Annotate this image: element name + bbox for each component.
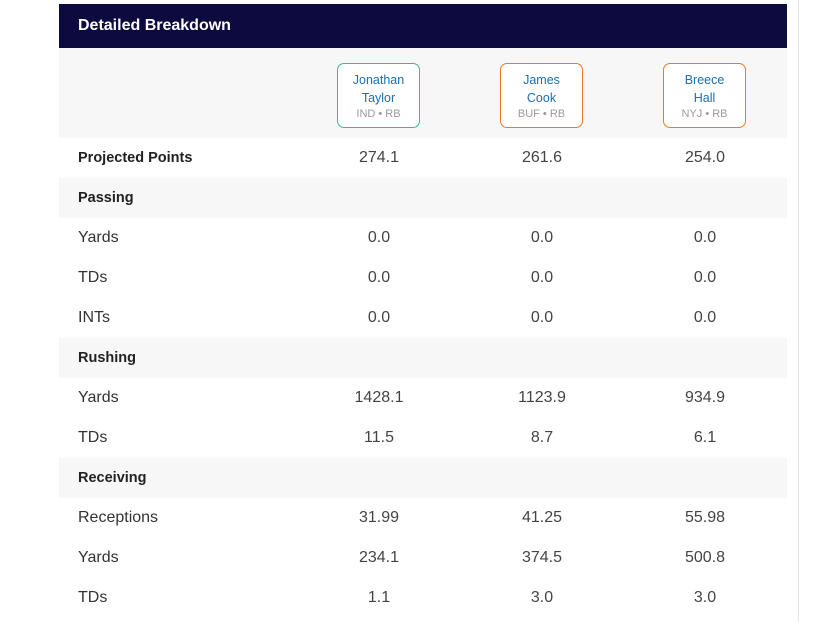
player-name: Breece Hall bbox=[684, 73, 725, 105]
row-label: Yards bbox=[78, 549, 119, 566]
row-label: Receptions bbox=[78, 509, 159, 526]
value-jonathan-taylor: 1428.1 bbox=[354, 389, 404, 406]
player-card-jonathan-taylor[interactable]: Jonathan Taylor IND • RB bbox=[337, 63, 420, 128]
receiving-yards-row: Yards 234.1 374.5 500.8 bbox=[59, 538, 787, 578]
section-label: Passing bbox=[78, 190, 134, 206]
page-divider bbox=[798, 0, 799, 622]
detailed-breakdown-card: Detailed Breakdown Jonathan Taylor IND •… bbox=[59, 4, 787, 644]
receiving-tds-row: TDs 1.1 3.0 3.0 bbox=[59, 578, 787, 618]
row-label: TDs bbox=[78, 269, 108, 286]
value-james-cook: 8.7 bbox=[530, 429, 554, 446]
value-breece-hall: 254.0 bbox=[684, 149, 726, 166]
receptions-row: Receptions 31.99 41.25 55.98 bbox=[59, 498, 787, 538]
rushing-section-header: Rushing bbox=[59, 338, 787, 378]
value-breece-hall: 0.0 bbox=[693, 229, 717, 246]
value-james-cook: 41.25 bbox=[521, 509, 563, 526]
player-team: BUF • RB bbox=[517, 108, 566, 120]
breakdown-header: Detailed Breakdown bbox=[59, 4, 787, 48]
value-breece-hall: 3.0 bbox=[693, 589, 717, 606]
section-label: Rushing bbox=[78, 350, 136, 366]
player-team: IND • RB bbox=[356, 108, 401, 120]
player-card-breece-hall[interactable]: Breece Hall NYJ • RB bbox=[663, 63, 746, 128]
rushing-yards-row: Yards 1428.1 1123.9 934.9 bbox=[59, 378, 787, 418]
row-label: Projected Points bbox=[78, 150, 193, 166]
value-breece-hall: 6.1 bbox=[693, 429, 717, 446]
passing-tds-row: TDs 0.0 0.0 0.0 bbox=[59, 258, 787, 298]
value-breece-hall: 500.8 bbox=[684, 549, 726, 566]
player-header-row: Jonathan Taylor IND • RB James Cook BUF … bbox=[59, 48, 787, 138]
row-label: Yards bbox=[78, 389, 119, 406]
breakdown-title: Detailed Breakdown bbox=[78, 17, 231, 34]
rushing-tds-row: TDs 11.5 8.7 6.1 bbox=[59, 418, 787, 458]
value-james-cook: 0.0 bbox=[530, 309, 554, 326]
value-jonathan-taylor: 234.1 bbox=[358, 549, 400, 566]
passing-yards-row: Yards 0.0 0.0 0.0 bbox=[59, 218, 787, 258]
value-breece-hall: 0.0 bbox=[693, 269, 717, 286]
value-jonathan-taylor: 31.99 bbox=[358, 509, 400, 526]
passing-section-header: Passing bbox=[59, 178, 787, 218]
player-team: NYJ • RB bbox=[681, 108, 728, 120]
value-jonathan-taylor: 1.1 bbox=[367, 589, 391, 606]
value-james-cook: 0.0 bbox=[530, 229, 554, 246]
player-name: James Cook bbox=[523, 73, 560, 105]
value-james-cook: 3.0 bbox=[530, 589, 554, 606]
row-label: TDs bbox=[78, 589, 108, 606]
row-label: Yards bbox=[78, 229, 119, 246]
value-james-cook: 374.5 bbox=[521, 549, 563, 566]
value-jonathan-taylor: 0.0 bbox=[367, 269, 391, 286]
value-breece-hall: 0.0 bbox=[693, 309, 717, 326]
value-jonathan-taylor: 274.1 bbox=[358, 149, 400, 166]
passing-ints-row: INTs 0.0 0.0 0.0 bbox=[59, 298, 787, 338]
value-james-cook: 261.6 bbox=[521, 149, 563, 166]
value-breece-hall: 934.9 bbox=[684, 389, 726, 406]
row-label: INTs bbox=[78, 309, 110, 326]
value-james-cook: 0.0 bbox=[530, 269, 554, 286]
value-jonathan-taylor: 0.0 bbox=[367, 309, 391, 326]
value-jonathan-taylor: 11.5 bbox=[364, 429, 394, 446]
player-name: Jonathan Taylor bbox=[352, 73, 405, 105]
receiving-section-header: Receiving bbox=[59, 458, 787, 498]
value-james-cook: 1123.9 bbox=[518, 389, 566, 406]
player-card-james-cook[interactable]: James Cook BUF • RB bbox=[500, 63, 583, 128]
value-breece-hall: 55.98 bbox=[684, 509, 726, 526]
projected-points-row: Projected Points 274.1 261.6 254.0 bbox=[59, 138, 787, 178]
value-jonathan-taylor: 0.0 bbox=[367, 229, 391, 246]
section-label: Receiving bbox=[78, 470, 147, 486]
row-label: TDs bbox=[78, 429, 108, 446]
